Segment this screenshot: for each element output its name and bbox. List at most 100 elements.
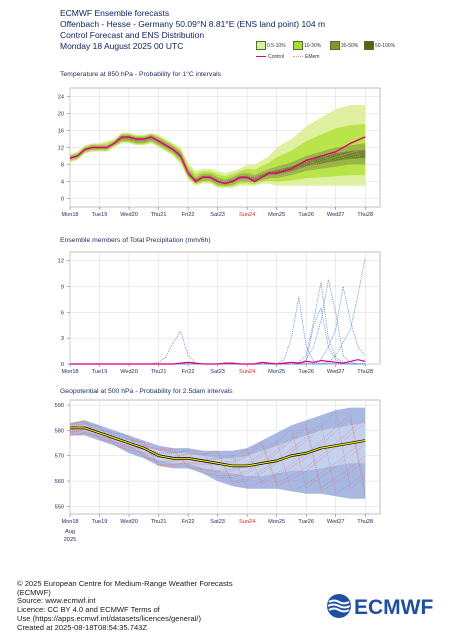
logo-text: ECMWF xyxy=(354,596,433,619)
z500-inner-band xyxy=(70,422,366,476)
x-tick-label: Tue19 xyxy=(92,212,108,218)
y-tick-label: 0 xyxy=(61,362,64,368)
x-tick-label: Sat23 xyxy=(210,212,225,218)
x-tick-label: Tue19 xyxy=(92,519,108,525)
x-sub-label: Aug xyxy=(65,529,75,535)
x-tick-label: Mon18 xyxy=(61,519,78,525)
x-tick-label: Tue19 xyxy=(92,369,108,375)
footer-org: (ECMWF) xyxy=(17,587,51,597)
y-tick-label: 9 xyxy=(61,284,64,290)
x-tick-label: Wed20 xyxy=(120,212,138,218)
x-sub-label: 2025 xyxy=(64,537,76,543)
t850-panel-title: Temperature at 850 hPa - Probability for… xyxy=(60,71,222,78)
x-tick-label: Mon25 xyxy=(268,519,285,525)
legend-swatch-3 xyxy=(330,41,340,50)
ensemble-member-line xyxy=(69,134,366,184)
x-tick-label: Tue26 xyxy=(298,369,314,375)
plot-area: Mon18 Tue19 Wed20 Thu21 Fri22 Sat23 Sun24 Mon25… xyxy=(55,399,381,543)
footer-source: Source: www.ecmwf.int xyxy=(17,596,96,606)
footer-licence-url: Use (https://apps.ecmwf.int/datasets/lic… xyxy=(17,613,202,623)
z500-chart: Mon18 Tue19 Wed20 Thu21 Fri22 Sat23 Sun24 Mon25… xyxy=(55,399,381,543)
legend-item-2: 10-30% xyxy=(293,41,321,50)
plot-frame xyxy=(69,251,381,365)
footer-created: Created at 2025-08-18T08:54:35.743Z xyxy=(17,622,148,632)
y-tick-label: 590 xyxy=(55,403,64,409)
z500-member-line xyxy=(69,422,366,494)
x-tick-label: Wed27 xyxy=(327,212,345,218)
x-tick-label: Tue26 xyxy=(298,519,314,525)
z500-member-line xyxy=(69,418,366,484)
copyright-footer: © 2025 European Centre for Medium-Range … xyxy=(17,579,233,632)
x-tick-label: Wed27 xyxy=(327,519,345,525)
y-tick-label: 6 xyxy=(61,310,64,316)
y-tick-label: 3 xyxy=(61,336,64,342)
y-tick-label: 24 xyxy=(58,95,64,101)
y-tick-label: 12 xyxy=(58,259,64,265)
precipitation-chart: Mon18 Tue19 Wed20 Thu21 Fri22 Sat23 Sun24 Mon25… xyxy=(58,251,381,375)
x-tick-label: Wed20 xyxy=(120,519,138,525)
legend-emem: EMem xyxy=(293,54,319,60)
y-tick-label: 8 xyxy=(61,163,64,169)
x-tick-label: Mon18 xyxy=(61,369,78,375)
x-tick-label: Thu28 xyxy=(357,519,373,525)
chart-subtitle: Control Forecast and ENS Distribution xyxy=(60,30,205,40)
y-tick-label: 0 xyxy=(61,197,64,203)
y-tick-label: 12 xyxy=(58,146,64,152)
z500-member-line xyxy=(69,420,366,488)
precip-panel-title: Ensemble members of Total Precipitation … xyxy=(60,237,211,244)
legend-swatch-2 xyxy=(293,41,303,50)
y-tick-label: 16 xyxy=(58,129,64,135)
x-tick-label: Thu21 xyxy=(151,369,167,375)
emem-line-swatch xyxy=(293,56,303,58)
x-tick-label: Sat23 xyxy=(210,369,225,375)
x-tick-label: Thu21 xyxy=(151,519,167,525)
legend-item-3: 30-50% xyxy=(330,41,358,50)
y-tick-label: 20 xyxy=(58,112,64,118)
x-tick-label: Thu28 xyxy=(357,212,373,218)
y-tick-label: 4 xyxy=(61,180,64,186)
x-tick-label: Sun24 xyxy=(239,519,255,525)
footer-copyright: © 2025 European Centre for Medium-Range … xyxy=(17,579,233,588)
legend-control: Control xyxy=(256,54,284,60)
x-tick-label: Tue26 xyxy=(298,212,314,218)
z500-mean-line xyxy=(70,427,366,467)
t850-chart: Mon18 Tue19 Wed20 Thu21 Fri22 Sat23 Sun24 Mon25… xyxy=(58,87,381,218)
x-tick-label: Sun24 xyxy=(239,369,255,375)
z500-member-line xyxy=(69,422,366,487)
z500-member-line xyxy=(69,413,366,494)
control-line xyxy=(69,136,366,185)
y-tick-label: 580 xyxy=(55,428,64,434)
x-tick-label: Mon25 xyxy=(268,212,285,218)
chart-main-title: ECMWF Ensemble forecasts xyxy=(60,8,170,18)
x-tick-label: Fri22 xyxy=(182,369,195,375)
control-line xyxy=(70,359,366,365)
x-tick-label: Mon25 xyxy=(268,369,285,375)
ensemble-member-line xyxy=(69,134,366,183)
z500-member-line xyxy=(69,428,366,489)
z500-member-line xyxy=(69,411,366,490)
band-30-50pct xyxy=(70,134,366,186)
x-tick-label: Thu21 xyxy=(151,212,167,218)
forecast-date: Monday 18 August 2025 00 UTC xyxy=(60,41,184,51)
z500-member-line xyxy=(69,420,366,492)
x-tick-label: Thu28 xyxy=(357,369,373,375)
x-tick-label: Wed27 xyxy=(327,369,345,375)
x-tick-label: Fri22 xyxy=(182,212,195,218)
x-tick-label: Mon18 xyxy=(61,212,78,218)
x-tick-label: Sat23 xyxy=(210,519,225,525)
location-line: Offenbach - Hesse - Germany 50.09°N 8.81… xyxy=(60,19,326,29)
control-line-swatch xyxy=(256,56,266,58)
footer-licence: Licence: CC BY 4.0 and ECMWF Terms of xyxy=(17,605,160,615)
legend-swatch-4 xyxy=(364,41,374,50)
y-tick-label: 560 xyxy=(55,479,64,485)
x-tick-label: Wed20 xyxy=(120,369,138,375)
legend-item-4: 50-100% xyxy=(364,41,395,50)
x-tick-label: Sun24 xyxy=(239,212,255,218)
x-tick-label: Fri22 xyxy=(182,519,195,525)
y-tick-label: 570 xyxy=(55,454,64,460)
z500-panel-title: Geopotential at 500 hPa - Probability fo… xyxy=(60,388,233,395)
ecmwf-logo: ECMWF xyxy=(327,594,433,619)
legend-swatch-1 xyxy=(256,41,266,50)
chart-header: ECMWF Ensemble forecasts Offenbach - Hes… xyxy=(60,8,325,52)
y-tick-label: 550 xyxy=(55,504,64,510)
